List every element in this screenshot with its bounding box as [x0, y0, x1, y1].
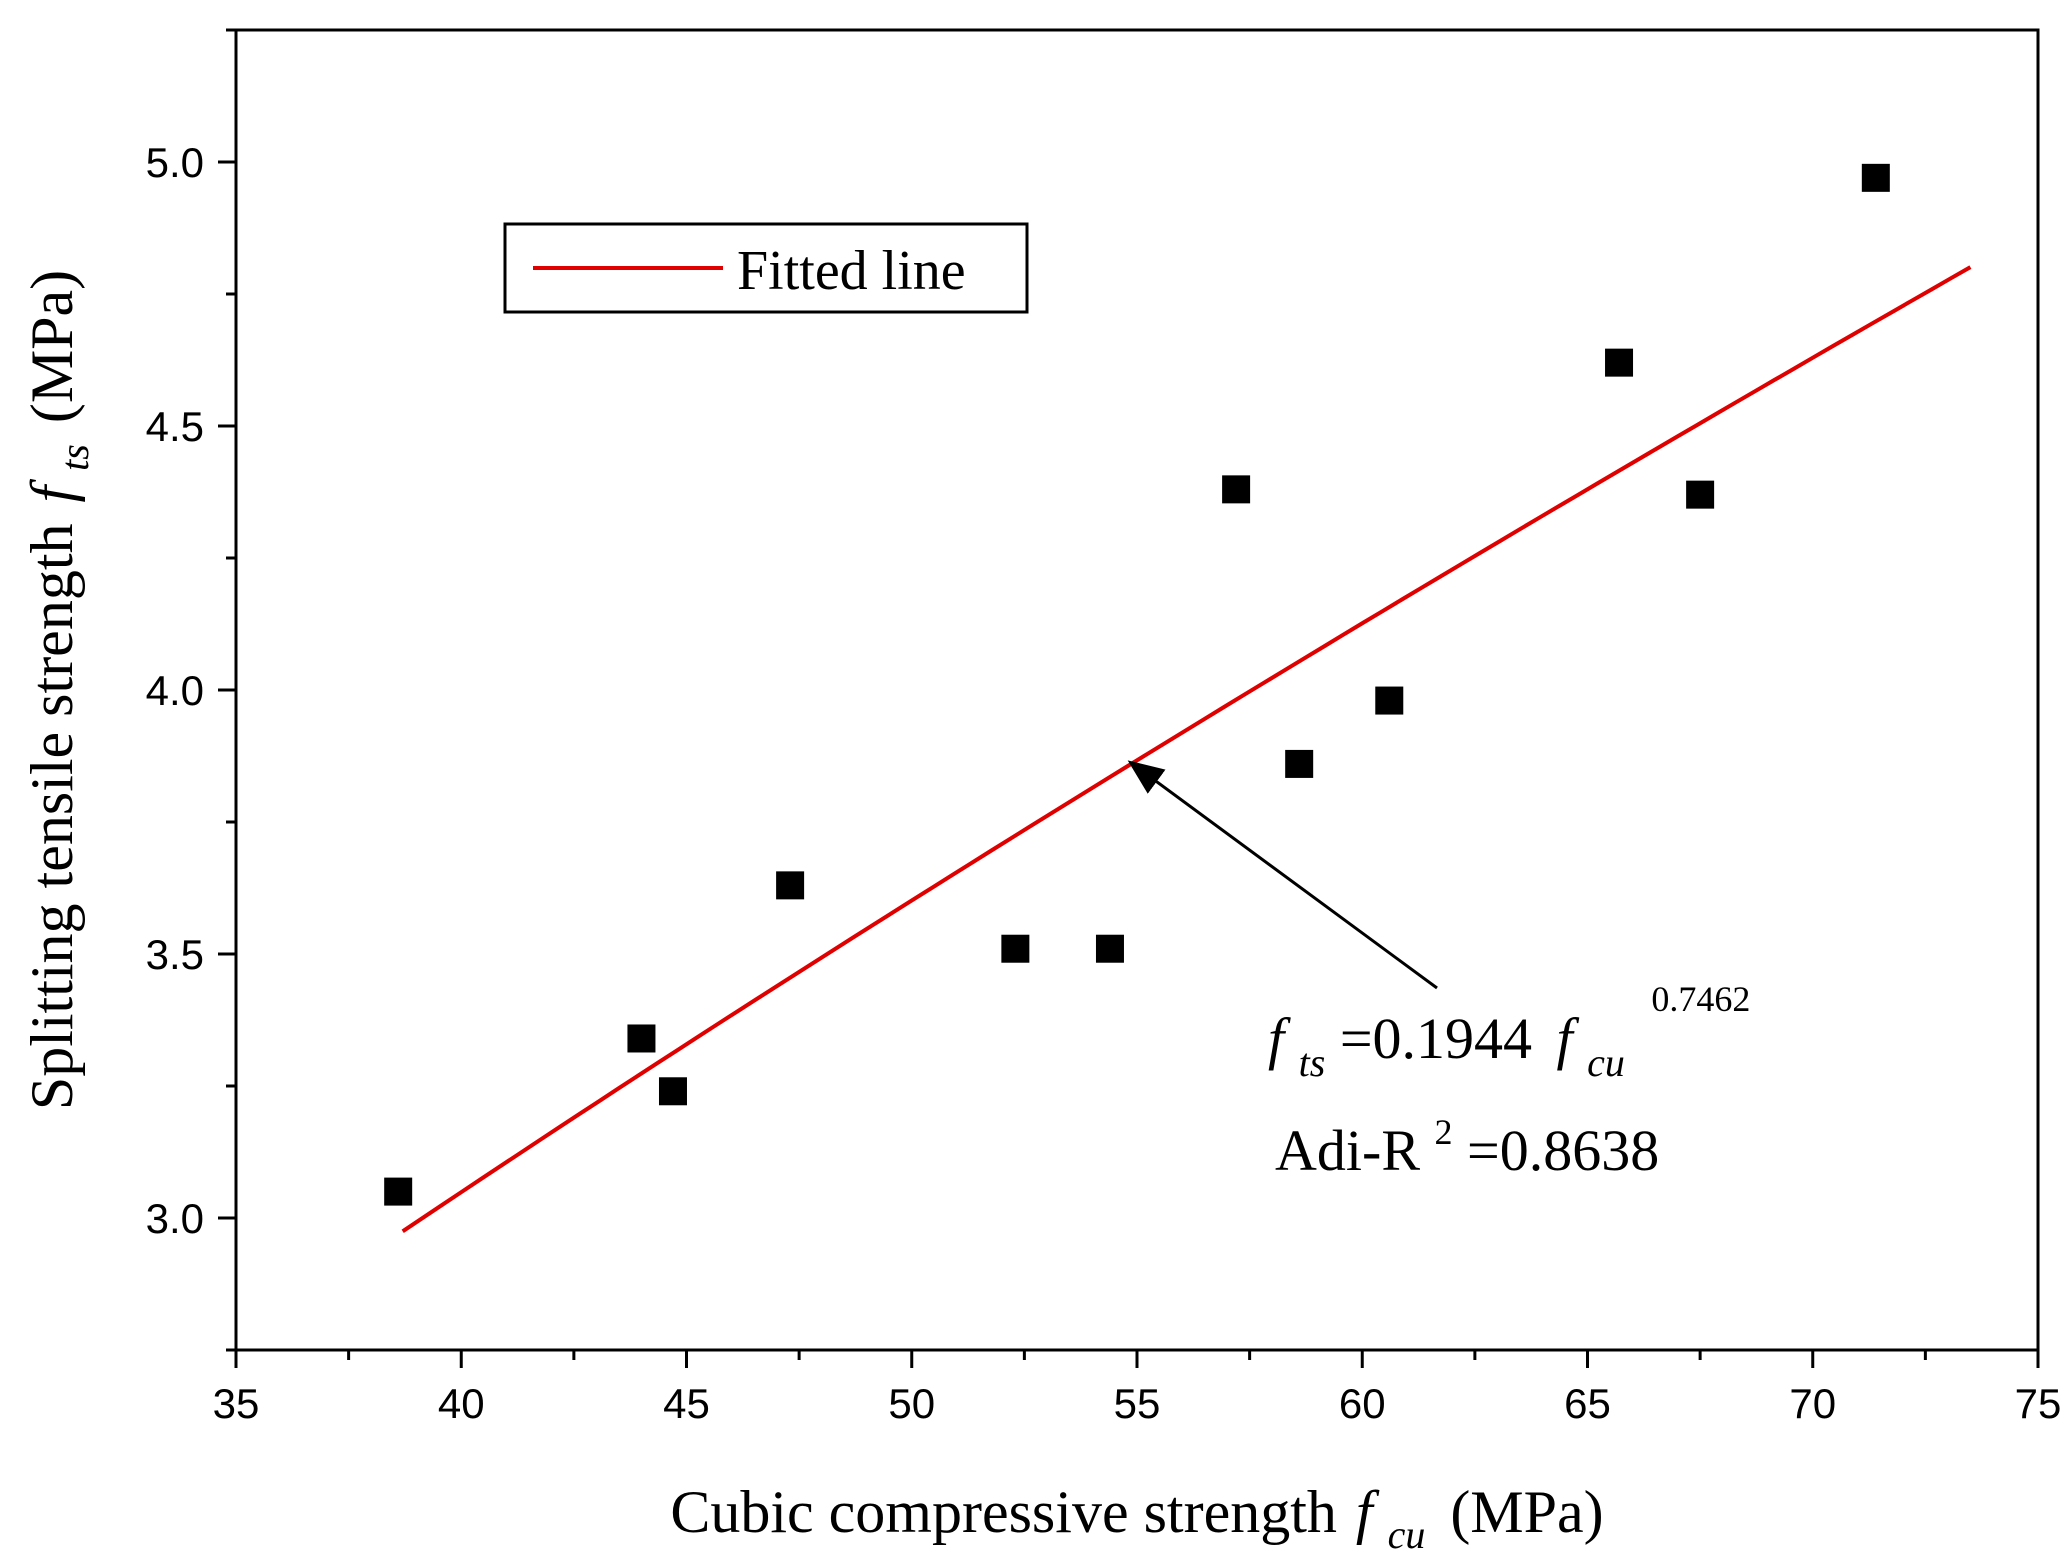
x-tick-label: 40	[438, 1380, 485, 1427]
data-point	[627, 1024, 656, 1053]
data-point	[1605, 348, 1634, 377]
fit-equation: f ts =0.1944 f cu 0.7462	[1268, 979, 1750, 1089]
data-points	[384, 163, 1890, 1206]
x-tick-label: 65	[1564, 1380, 1611, 1427]
eq-lhs-symbol: f	[1268, 1006, 1291, 1071]
eq-lhs-sub: ts	[1299, 1040, 1326, 1085]
legend-label: Fitted line	[737, 240, 966, 302]
y-title-symbol: f	[19, 479, 85, 503]
eq-rhs-symbol: f	[1557, 1006, 1580, 1071]
eq-exponent: 0.7462	[1651, 979, 1750, 1019]
x-tick-label: 35	[213, 1380, 260, 1427]
y-title-sub: ts	[52, 444, 97, 471]
x-tick-label: 70	[1789, 1380, 1836, 1427]
annotation-arrow	[1127, 760, 1438, 990]
x-axis-ticks: 35 40 45 50 55 60 65 70 75	[213, 1350, 2062, 1427]
data-point	[1861, 163, 1890, 192]
x-tick-label: 55	[1114, 1380, 1161, 1427]
data-point	[1375, 686, 1404, 715]
y-tick-label: 4.0	[146, 667, 204, 714]
fitted-line	[401, 265, 1972, 1233]
x-tick-label: 75	[2015, 1380, 2062, 1427]
y-tick-label: 3.5	[146, 931, 204, 978]
x-axis-title: Cubic compressive strength f cu (MPa)	[670, 1479, 1603, 1561]
data-point	[1095, 934, 1124, 963]
y-tick-label: 5.0	[146, 139, 204, 186]
y-title-main: Splitting tensile strength	[19, 524, 85, 1111]
data-point	[1222, 475, 1251, 504]
data-point	[658, 1077, 687, 1106]
r2-sup: 2	[1435, 1112, 1453, 1152]
data-point	[384, 1177, 413, 1206]
legend: Fitted line	[503, 222, 1029, 314]
eq-middle: =0.1944	[1340, 1006, 1532, 1071]
y-axis-ticks: 3.0 3.5 4.0 4.5 5.0	[146, 28, 236, 1352]
eq-rhs-sub: cu	[1587, 1040, 1625, 1085]
r2-suffix: =0.8638	[1467, 1118, 1659, 1183]
data-point	[1285, 749, 1314, 778]
data-point	[1686, 480, 1715, 509]
x-title-symbol: f	[1356, 1479, 1380, 1545]
x-tick-label: 45	[663, 1380, 710, 1427]
y-tick-label: 3.0	[146, 1195, 204, 1242]
data-point	[776, 871, 805, 900]
x-title-unit: (MPa)	[1450, 1479, 1603, 1545]
y-axis-title: Splitting tensile strength f ts (MPa)	[19, 270, 101, 1110]
x-title-main: Cubic compressive strength	[670, 1479, 1337, 1545]
x-tick-label: 60	[1339, 1380, 1386, 1427]
x-title-sub: cu	[1388, 1512, 1426, 1557]
y-tick-label: 4.5	[146, 403, 204, 450]
r2-prefix: Adi-R	[1275, 1118, 1420, 1183]
y-title-unit: (MPa)	[19, 270, 85, 423]
data-point	[1001, 934, 1030, 963]
x-tick-label: 50	[888, 1380, 935, 1427]
r-squared: Adi-R 2 =0.8638	[1275, 1092, 1659, 1183]
